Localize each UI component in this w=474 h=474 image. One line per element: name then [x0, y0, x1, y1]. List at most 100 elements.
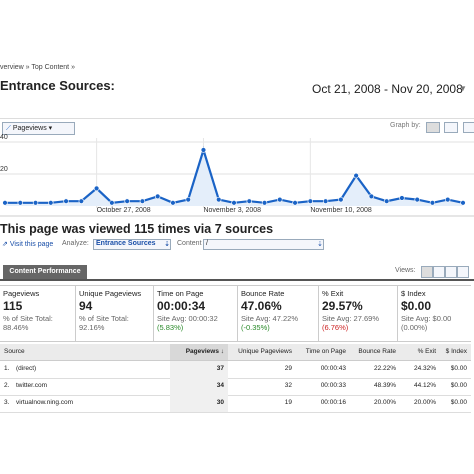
source-link[interactable]: (direct) — [16, 365, 37, 372]
point — [78, 198, 85, 204]
area — [5, 150, 463, 206]
cell-value: 20.00% — [373, 399, 396, 406]
table-row: 2. twitter.com 34 32 00:00:33 48.39% 44.12% $0.… — [0, 378, 471, 396]
scorecard: Bounce Rate 47.06% Site Avg: 47.22% (-0.35%… — [237, 286, 318, 341]
column-header[interactable]: $ Index — [445, 348, 467, 355]
cell-value: 19 — [284, 399, 292, 406]
point — [322, 198, 329, 204]
cell-value: 32 — [284, 382, 292, 389]
cell-value: 20.00% — [413, 399, 436, 406]
scorecard-label: $ Index — [401, 289, 426, 298]
column-header[interactable]: Unique Pageviews — [238, 348, 292, 355]
scorecard-value: 29.57% — [322, 299, 363, 313]
headline: This page was viewed 115 times via 7 sou… — [0, 222, 274, 236]
row-number: 3. — [4, 399, 10, 406]
bar-view[interactable] — [445, 266, 457, 278]
point — [383, 198, 390, 204]
point — [277, 196, 283, 203]
scorecard-note: 88.46% — [3, 323, 29, 332]
cell-value: $0.00 — [450, 382, 467, 389]
content-select[interactable]: / ⇣ — [203, 239, 324, 250]
scorecard-value: 115 — [3, 299, 23, 313]
source-link[interactable]: twitter.com — [16, 382, 48, 389]
row-number: 2. — [4, 382, 10, 389]
controls: ⇗ Visit this page Analyze: Entrance Sour… — [0, 239, 474, 250]
y-tick-label: 40 — [0, 134, 8, 141]
graph-by-buttons[interactable] — [426, 120, 474, 133]
point — [93, 185, 100, 192]
point — [48, 200, 54, 206]
scorecard-note: Site Avg: 47.22% — [241, 314, 298, 323]
scorecard-value: 94 — [79, 299, 93, 313]
cell-value: 00:00:43 — [320, 365, 346, 372]
scorecard-note: (5.83%) — [157, 323, 184, 332]
tab[interactable]: Content Performance — [3, 265, 87, 279]
point — [17, 200, 23, 206]
cell-value: 30 — [170, 395, 228, 412]
row-number: 1. — [4, 365, 10, 372]
point — [109, 200, 115, 206]
column-header[interactable]: % Exit — [417, 348, 436, 355]
column-header[interactable]: Source — [4, 348, 25, 355]
source-link[interactable]: virtualnow.ning.com — [16, 399, 74, 406]
cell-value: 22.22% — [373, 365, 396, 372]
scorecard-note: (-0.35%) — [241, 323, 270, 332]
analyze-value[interactable]: Entrance Sources — [96, 240, 156, 247]
point — [170, 200, 176, 206]
cell-value: 24.32% — [413, 365, 436, 372]
views-label: Views: — [395, 267, 416, 274]
table-row: 1. (direct) 37 29 00:00:43 22.22% 24.32% $0.00 — [0, 361, 471, 379]
point — [460, 200, 466, 206]
date-range[interactable]: Oct 21, 2008 - Nov 20, 2008 — [312, 82, 463, 96]
scorecard-note: % of Site Total: — [3, 314, 53, 323]
visit-link[interactable]: ⇗ Visit this page — [2, 241, 54, 248]
cell-value: $0.00 — [450, 399, 467, 406]
scorecard-value: $0.00 — [401, 299, 432, 313]
scorecard-note: (6.76%) — [322, 323, 349, 332]
scorecard-note: Site Avg: 27.69% — [322, 314, 379, 323]
scorecard-note: (0.00%) — [401, 323, 428, 332]
table-view[interactable] — [421, 266, 433, 278]
pie-view[interactable] — [433, 266, 445, 278]
scorecard-value: 00:00:34 — [157, 299, 206, 313]
date-arrow[interactable]: ▼ — [459, 84, 467, 93]
column-header[interactable]: Time on Page — [305, 348, 346, 355]
cell-value: 00:00:16 — [320, 399, 346, 406]
point — [124, 198, 130, 204]
metric-button[interactable]: ⟋ Pageviews ▾ — [2, 122, 75, 135]
scorecard-note: 92.16% — [79, 323, 105, 332]
visit-text[interactable]: Visit this page — [9, 241, 54, 248]
scorecard: % Exit 29.57% Site Avg: 27.69% (6.76%) — [318, 286, 397, 341]
week-button[interactable] — [444, 122, 459, 133]
breadcrumb[interactable]: verview » Top Content » — [0, 64, 75, 71]
analyze-select[interactable]: Entrance Sources ⇣ — [93, 239, 171, 250]
point — [429, 200, 436, 206]
data-table: Source Pageviews ↓ Unique Pageviews Time on… — [0, 344, 471, 413]
point — [139, 198, 146, 204]
column-header[interactable]: Pageviews ↓ — [170, 344, 228, 360]
scorecard-label: Unique Pageviews — [79, 289, 142, 298]
point — [292, 200, 298, 206]
view-buttons[interactable] — [421, 265, 469, 283]
day-button[interactable] — [426, 122, 440, 133]
scorecard-note: % of Site Total: — [79, 314, 129, 323]
y-tick-label: 20 — [0, 166, 8, 173]
header-row: Source Pageviews ↓ Unique Pageviews Time on… — [0, 344, 471, 361]
point — [246, 198, 252, 204]
scorecard: Pageviews 115% of Site Total: 88.46% — [0, 286, 75, 341]
page-title: Entrance Sources: — [0, 78, 115, 93]
month-button[interactable] — [462, 122, 474, 133]
chart: 20 40 October 27, 2008 November 3, 2008 Nove… — [0, 134, 474, 217]
column-header[interactable]: Bounce Rate — [358, 348, 396, 355]
scorecard: Time on Page 00:00:34 Site Avg: 00:00:32 (5… — [153, 286, 237, 341]
scorecard-value: 47.06% — [241, 299, 282, 313]
table-row: 3. virtualnow.ning.com 30 19 00:00:16 20.00% 2… — [0, 395, 471, 413]
point — [368, 193, 375, 200]
cell-value: 44.12% — [413, 382, 436, 389]
scorecard-label: % Exit — [322, 289, 344, 298]
point — [445, 196, 451, 203]
point — [261, 200, 268, 206]
x-tick-label: October 27, 2008 — [97, 207, 151, 214]
compare-view[interactable] — [457, 266, 469, 278]
content-value[interactable]: / — [206, 240, 208, 247]
